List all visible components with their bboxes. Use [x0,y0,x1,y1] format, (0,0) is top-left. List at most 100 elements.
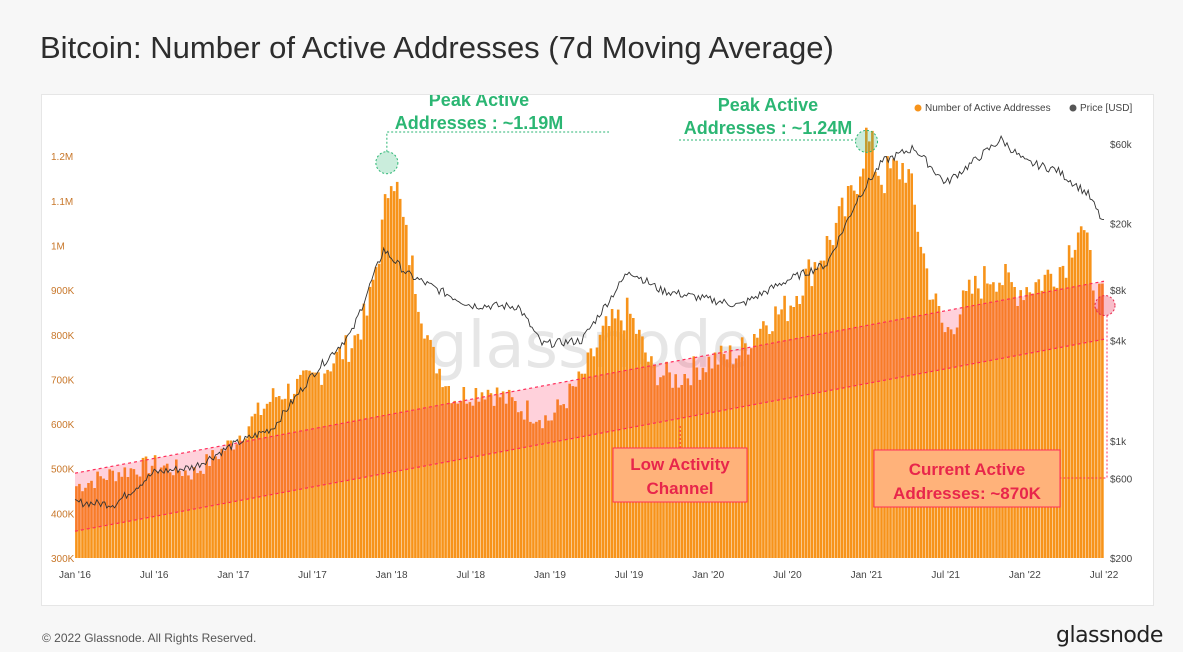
active-address-bar [420,323,423,558]
page-title: Bitcoin: Number of Active Addresses (7d … [40,30,834,65]
active-address-bar [377,263,381,558]
axes-layer: 300K 400K 500K 600K 700K 800K 900K 1M 1.1M 1.2M $2… [51,140,1133,581]
low-activity-annotation-line: Channel [646,479,713,498]
active-address-bar [1067,245,1071,558]
active-address-bar [184,470,187,558]
active-address-bar [190,479,193,558]
active-address-bar [362,303,366,558]
active-address-bar [795,296,798,558]
active-address-bar [165,463,169,558]
active-address-bar [1076,232,1080,558]
channel-upper-line [74,280,1105,474]
active-address-bar [444,386,447,558]
active-address-bar [886,156,889,558]
active-address-bar [574,386,578,558]
active-address-bar [159,467,163,558]
active-address-bar [804,268,808,558]
active-address-bar [196,473,199,558]
active-address-bar [995,291,998,558]
active-address-bar [250,416,254,558]
active-address-bar [828,239,832,558]
active-address-bar [504,403,508,558]
active-address-bar [172,475,175,558]
active-address-bar [783,295,786,558]
active-address-bar [843,216,847,559]
active-address-bar [238,435,242,558]
active-address-bar [347,361,351,558]
active-address-bar [105,480,108,558]
active-address-bar [598,334,602,558]
y-left-tick-label: 700K [51,375,75,386]
active-address-bar [568,383,571,558]
active-address-bar [538,420,541,558]
active-address-bar [819,260,823,558]
active-address-bar [392,191,396,558]
active-address-bar [526,400,529,558]
y-left-tick-label: 400K [51,509,75,520]
active-address-bar [943,332,947,558]
x-tick-label: Jan '17 [217,570,249,581]
active-address-bar [1007,272,1010,558]
active-address-bar [323,373,326,558]
active-address-bar [613,318,617,558]
active-address-bar [120,476,124,558]
active-address-bar [453,400,456,558]
y-left-tick-label: 1.1M [51,197,73,208]
active-address-bar [625,297,629,558]
chart-panel: glassnode 300K 400K 500K 600K 700K 800K 900K 1M… [41,94,1154,606]
active-address-bar [1043,274,1047,558]
y-left-tick-label: 600K [51,420,75,431]
active-address-bar [178,471,181,558]
active-address-bar [214,456,217,558]
active-address-bar [1101,283,1104,558]
active-address-bar [84,487,87,558]
active-address-bar [877,175,880,559]
active-address-bar [1082,230,1086,558]
x-tick-label: Jan '20 [692,570,724,581]
active-address-bar [583,373,587,558]
active-address-bar [952,334,956,558]
active-address-bar [147,473,151,558]
active-address-bar [641,336,644,558]
active-address-bar [126,477,130,558]
active-address-bar [580,373,584,558]
active-address-bar [247,426,251,558]
active-address-bar [314,372,317,558]
active-address-bar [577,371,581,558]
active-address-bar [489,393,493,558]
active-address-bar [798,304,801,558]
active-address-bar [868,141,871,558]
active-address-bar [256,402,260,558]
legend-label-price: Price [USD] [1080,103,1132,114]
active-address-bar [253,413,257,558]
active-address-bar [341,359,344,558]
active-address-bar [87,483,90,558]
active-address-bar [429,339,432,558]
peak-1-annotation: Peak Active Addresses : ~1.19M [395,95,564,133]
active-address-bar [368,286,372,558]
active-address-bar [153,455,157,558]
active-address-bar [438,368,441,558]
active-address-bar [629,313,632,558]
active-address-bar [181,476,184,558]
active-address-bar [302,370,305,558]
y-left-tick-label: 1M [51,242,65,253]
active-address-bar [756,337,759,558]
active-address-bar [156,471,160,558]
active-address-bar [859,176,862,558]
active-address-bar [777,314,780,558]
active-address-bar [229,440,233,558]
active-address-bar [262,408,266,558]
active-address-bar [398,198,402,558]
y-right-tick-label: $20k [1110,220,1133,231]
active-address-bar [335,351,338,558]
active-address-bar [395,181,399,558]
active-address-bar [226,440,229,558]
active-address-bar [1037,279,1041,558]
active-address-bar [223,450,226,558]
x-tick-label: Jul '18 [456,570,485,581]
active-address-bar [622,330,626,558]
active-address-bar [326,369,329,558]
active-address-bar [871,130,874,558]
active-address-bar [786,321,789,558]
